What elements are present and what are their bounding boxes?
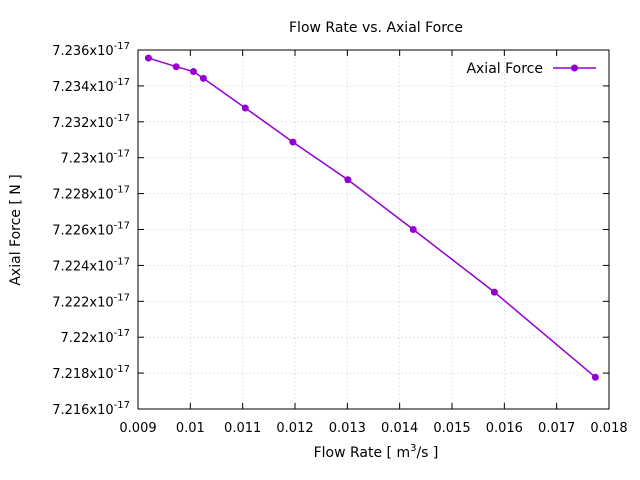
y-tick-label: 7.216x10-17 [52,400,130,418]
data-point [144,54,152,62]
x-tick-label: 0.011 [224,421,261,436]
x-tick-label: 0.015 [433,421,470,436]
y-tick-label: 7.226x10-17 [52,221,130,239]
x-tick-label: 0.012 [276,421,313,436]
legend: Axial Force [466,61,596,77]
data-point [241,104,249,112]
data-point [409,226,417,233]
data-point [591,373,599,381]
data-point [199,74,207,82]
data-point [344,176,352,184]
x-tick-label: 0.013 [329,421,366,436]
legend-label: Axial Force [466,61,543,77]
chart-title: Flow Rate vs. Axial Force [289,20,463,36]
y-tick-label: 7.23x10-17 [60,149,130,167]
x-axis-label-end: /s ] [416,445,438,461]
series-line [148,57,596,378]
x-tick-label: 0.018 [590,421,627,436]
data-point [289,138,297,146]
x-axis-label: Flow Rate [ m3/s ] [314,443,439,461]
y-tick-label: 7.236x10-17 [52,41,130,59]
y-tick-label: 7.224x10-17 [52,256,130,274]
y-tick-label: 7.234x10-17 [52,77,130,95]
x-tick-label: 0.01 [176,421,205,436]
x-axis-label-main: Flow Rate [ m [314,445,411,461]
x-tick-labels: 0.009 0.01 0.011 0.012 0.013 0.014 0.015 0.016 0… [119,421,627,436]
x-tick-label: 0.016 [486,421,523,436]
data-point [490,288,498,296]
data-point [189,68,197,76]
y-tick-label: 7.218x10-17 [52,364,130,382]
data-point [172,63,180,71]
y-tick-label: 7.232x10-17 [52,113,130,131]
x-axis-label-superscript: 3 [410,443,416,454]
y-tick-labels: 7.216x10-17 7.218x10-17 7.22x10-17 7.222x10… [52,41,130,418]
legend-marker [571,64,578,72]
x-tick-label: 0.009 [119,421,156,436]
x-tick-label: 0.014 [381,421,418,436]
tick-marks [137,49,610,410]
series-layer [144,54,599,381]
x-tick-label: 0.017 [538,421,575,436]
y-tick-label: 7.228x10-17 [52,185,130,203]
y-tick-label: 7.222x10-17 [52,292,130,310]
y-tick-label: 7.22x10-17 [60,328,130,346]
y-axis-label: Axial Force [ N ] [8,174,24,285]
